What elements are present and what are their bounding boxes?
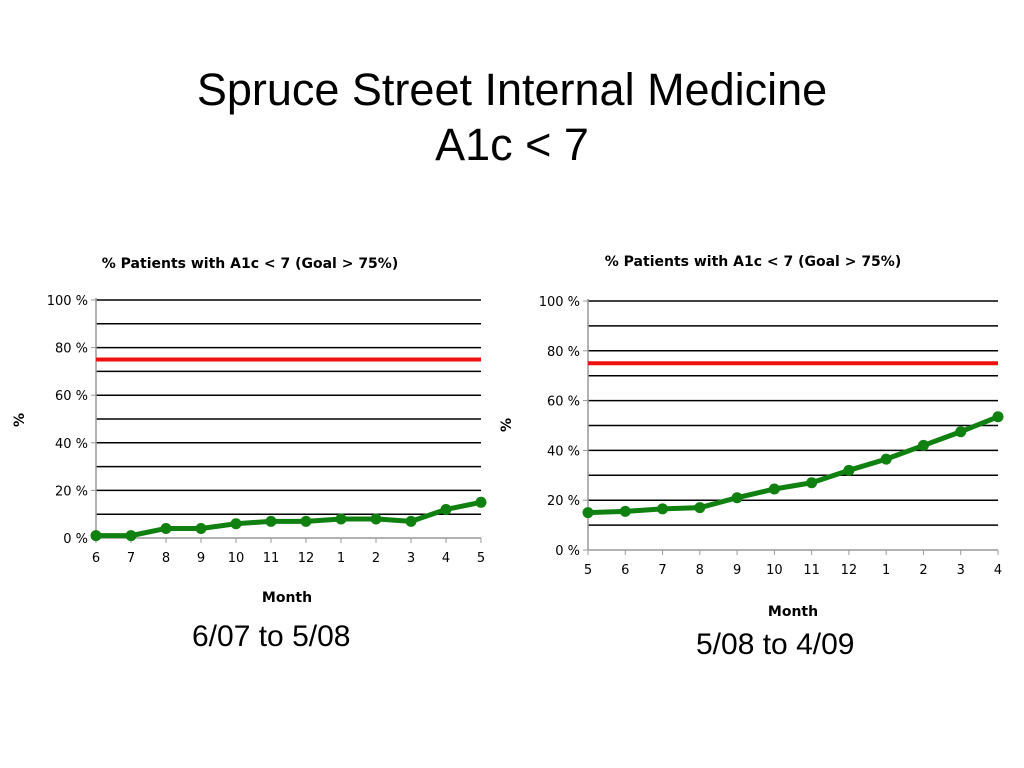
y-tick-label: 0 % bbox=[555, 544, 580, 559]
chart-caption-2007-2008: 6/07 to 5/08 bbox=[192, 620, 351, 653]
data-point bbox=[125, 530, 137, 542]
y-axis-label: % bbox=[499, 418, 515, 432]
x-tick-label: 8 bbox=[162, 551, 170, 566]
y-tick-label: 100 % bbox=[47, 294, 88, 309]
x-tick-label: 10 bbox=[766, 563, 783, 578]
x-axis-label: Month bbox=[768, 604, 818, 620]
x-tick-label: 9 bbox=[197, 551, 205, 566]
y-tick-label: 80 % bbox=[55, 342, 88, 357]
x-tick-label: 6 bbox=[621, 563, 629, 578]
chart-title: % Patients with A1c < 7 (Goal > 75%) bbox=[605, 254, 901, 270]
y-tick-label: 100 % bbox=[539, 295, 580, 310]
data-point bbox=[992, 411, 1004, 423]
y-tick-label: 20 % bbox=[55, 484, 88, 499]
data-point bbox=[619, 505, 631, 517]
x-tick-label: 6 bbox=[92, 551, 100, 566]
slide-title: Spruce Street Internal Medicine A1c < 7 bbox=[0, 62, 1024, 172]
data-point bbox=[335, 513, 347, 525]
y-tick-label: 40 % bbox=[55, 437, 88, 452]
chart-2007-2008: % Patients with A1c < 7 (Goal > 75%) 0 % 2… bbox=[12, 256, 487, 606]
data-point bbox=[475, 496, 487, 508]
slide-title-line-1: Spruce Street Internal Medicine bbox=[196, 64, 828, 115]
y-tick-label: 80 % bbox=[547, 345, 580, 360]
x-tick-label: 7 bbox=[658, 563, 666, 578]
x-tick-label: 2 bbox=[919, 563, 927, 578]
y-tick-label: 60 % bbox=[55, 389, 88, 404]
data-point bbox=[768, 483, 780, 495]
data-point bbox=[230, 518, 242, 530]
chart-title: % Patients with A1c < 7 (Goal > 75%) bbox=[102, 256, 398, 272]
x-tick-label: 4 bbox=[994, 563, 1002, 578]
data-point bbox=[657, 503, 669, 515]
x-tick-label: 3 bbox=[407, 551, 415, 566]
x-tick-label: 2 bbox=[372, 551, 380, 566]
chart-2008-2009: % Patients with A1c < 7 (Goal > 75%) 0 % 2… bbox=[499, 254, 1004, 620]
series-line bbox=[96, 499, 482, 539]
data-point bbox=[917, 439, 929, 451]
data-point bbox=[265, 515, 277, 527]
slide-title-line-2: A1c < 7 bbox=[435, 119, 589, 170]
data-point bbox=[806, 477, 818, 489]
x-tick-label: 12 bbox=[298, 551, 315, 566]
data-point bbox=[300, 515, 312, 527]
data-point bbox=[370, 513, 382, 525]
data-point bbox=[843, 464, 855, 476]
x-tick-label: 3 bbox=[957, 563, 965, 578]
x-tick-label: 12 bbox=[841, 563, 858, 578]
data-point bbox=[880, 453, 892, 465]
x-tick-label: 1 bbox=[337, 551, 345, 566]
y-tick-label: 20 % bbox=[547, 494, 580, 509]
data-point bbox=[195, 522, 207, 534]
y-tick-label: 0 % bbox=[63, 532, 88, 547]
x-tick-label: 5 bbox=[477, 551, 485, 566]
data-point bbox=[405, 515, 417, 527]
y-tick-label: 40 % bbox=[547, 444, 580, 459]
data-point bbox=[160, 522, 172, 534]
data-point bbox=[955, 426, 967, 438]
series-line bbox=[587, 414, 999, 516]
data-point bbox=[731, 492, 743, 504]
x-axis-label: Month bbox=[262, 590, 312, 606]
chart-caption-2008-2009: 5/08 to 4/09 bbox=[696, 628, 855, 661]
x-tick-label: 5 bbox=[584, 563, 592, 578]
x-tick-label: 11 bbox=[263, 551, 280, 566]
x-tick-label: 1 bbox=[882, 563, 890, 578]
y-tick-label: 60 % bbox=[547, 395, 580, 410]
x-tick-label: 4 bbox=[442, 551, 450, 566]
x-tick-label: 7 bbox=[127, 551, 135, 566]
data-point bbox=[440, 503, 452, 515]
data-point bbox=[582, 507, 594, 519]
x-tick-label: 10 bbox=[228, 551, 245, 566]
data-point bbox=[694, 502, 706, 514]
x-tick-label: 9 bbox=[733, 563, 741, 578]
x-tick-label: 11 bbox=[803, 563, 820, 578]
data-point bbox=[90, 530, 102, 542]
x-tick-label: 8 bbox=[696, 563, 704, 578]
y-axis-label: % bbox=[12, 413, 28, 427]
